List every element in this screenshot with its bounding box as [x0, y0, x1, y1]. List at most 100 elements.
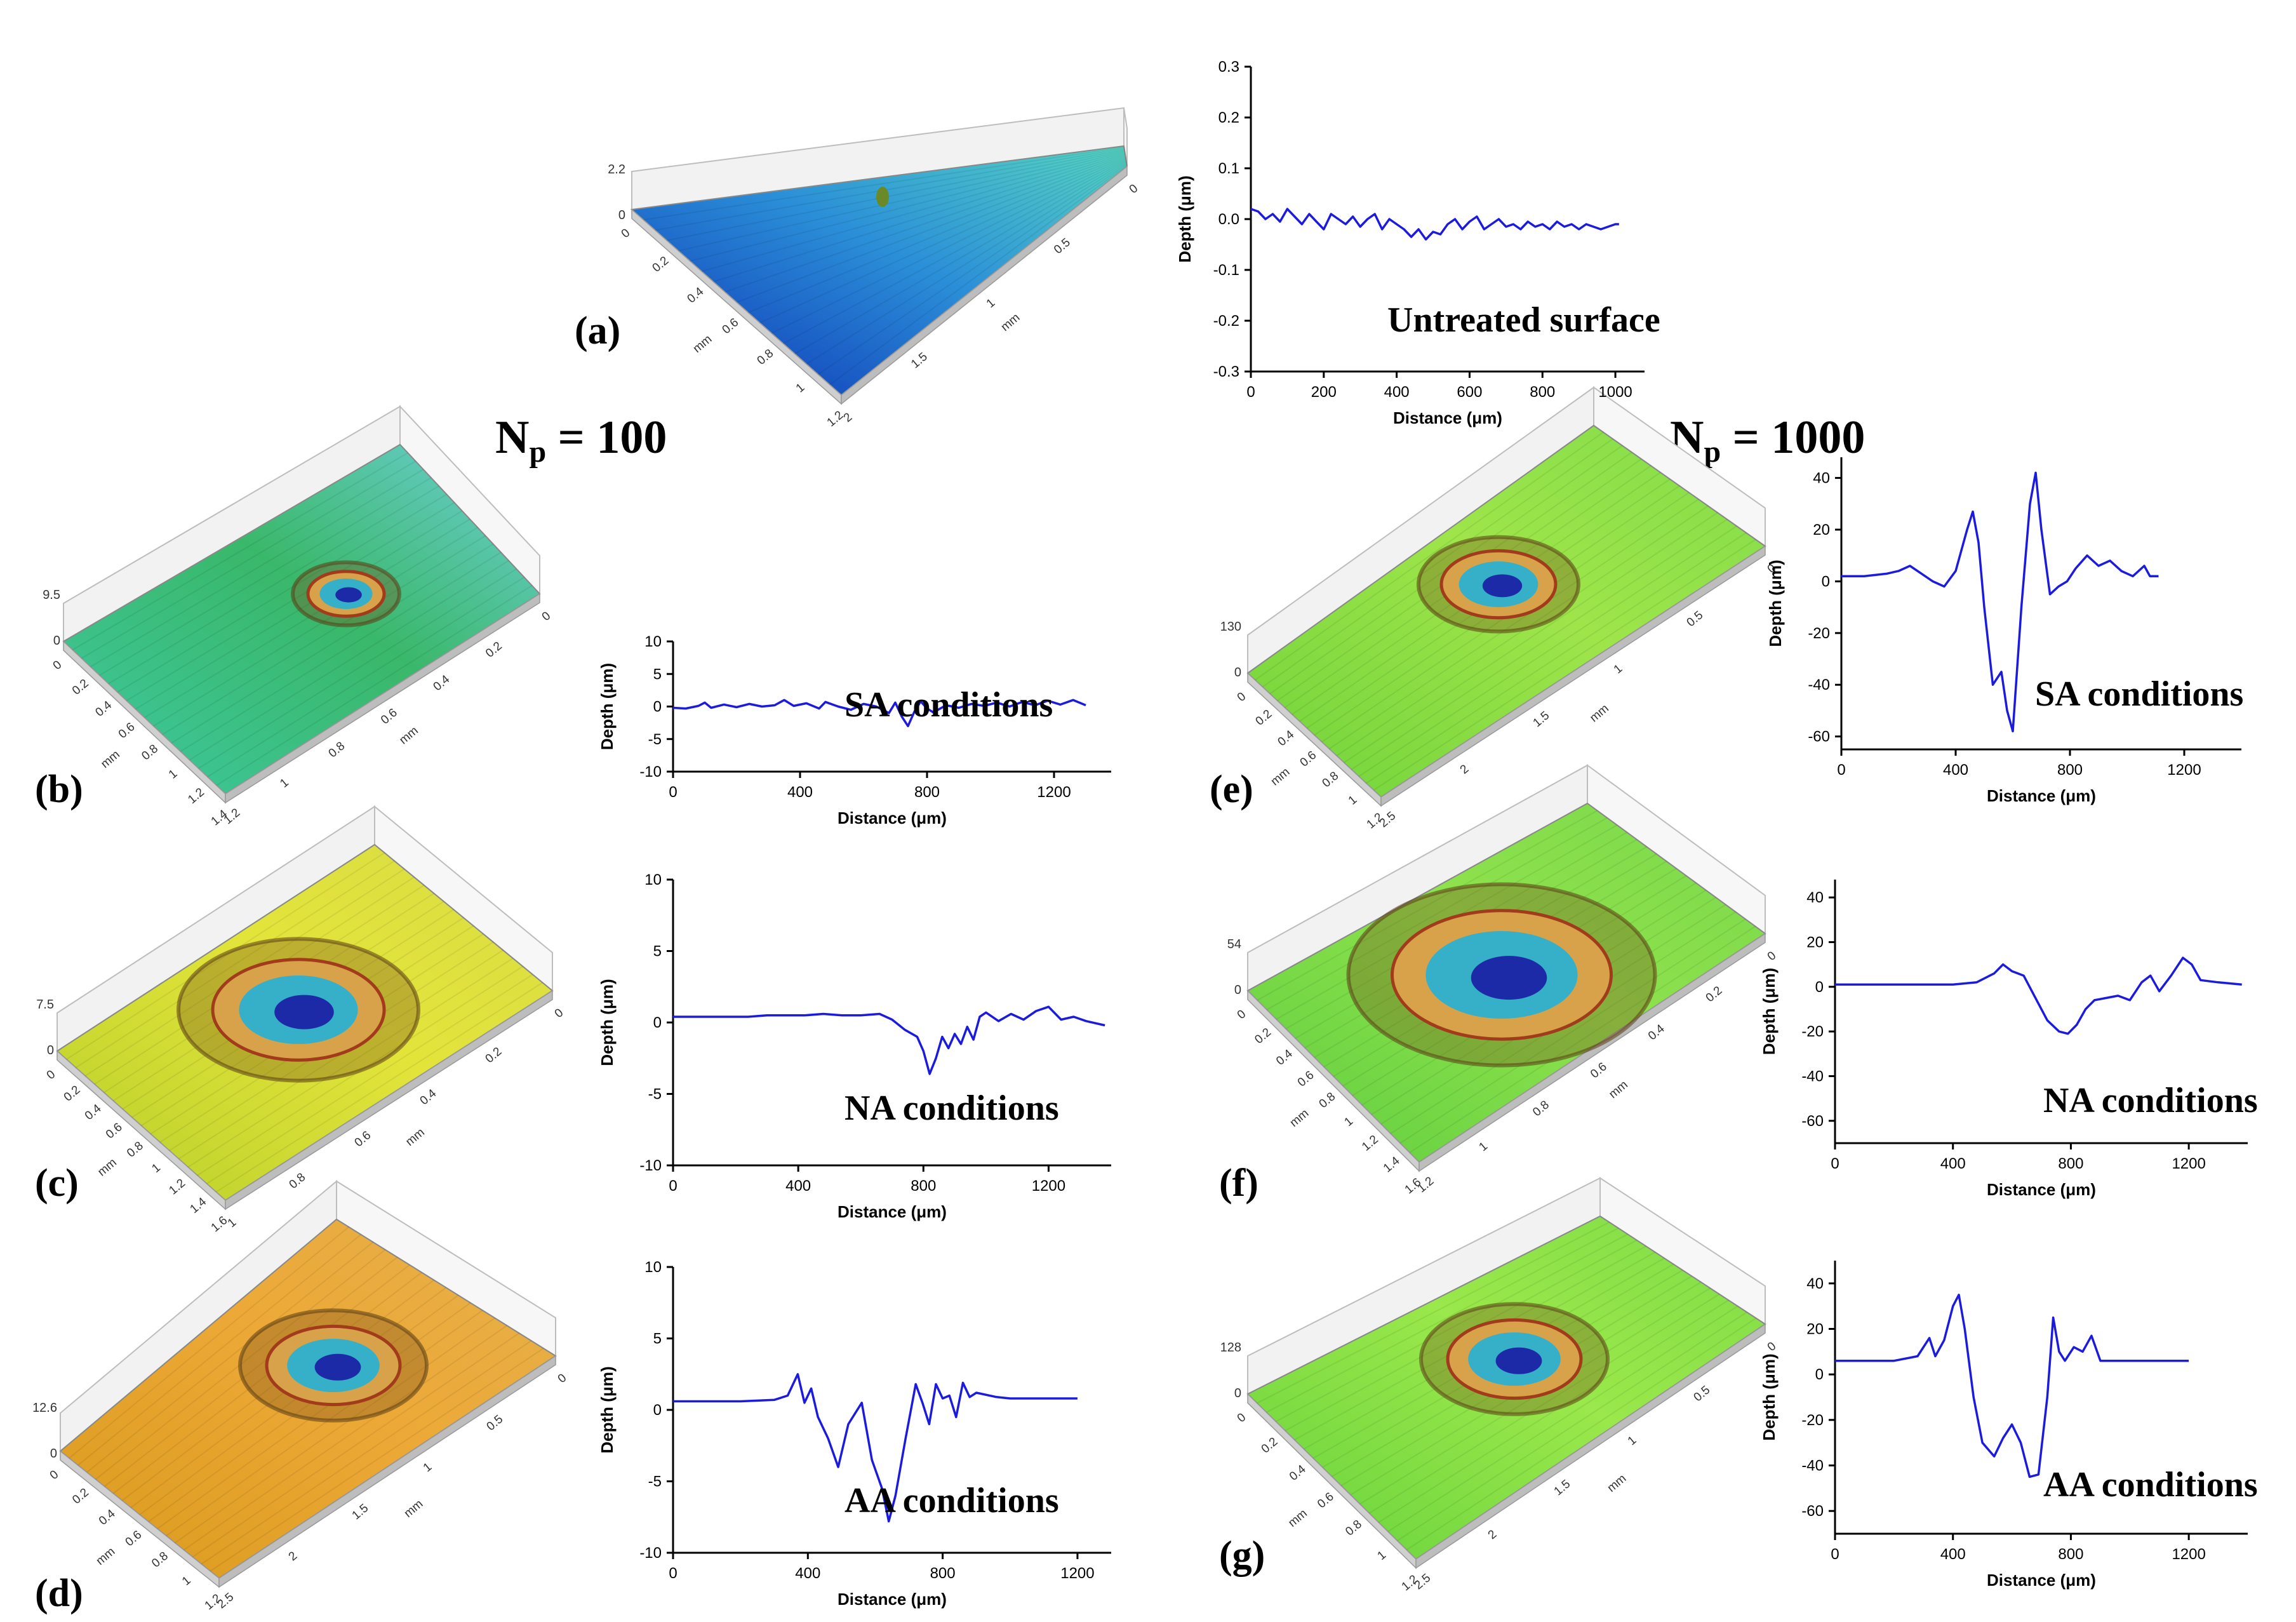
x-tick-label-b: 800 [914, 784, 940, 801]
y-tick-label-d: -5 [648, 1473, 662, 1491]
crater-bottom-e [1482, 574, 1523, 598]
surface-streak-g [1257, 1221, 1610, 1404]
x-axis-label-b: Distance (μm) [838, 808, 947, 828]
surface-streak-a [690, 151, 1125, 262]
chart-title-a: Untreated surface [1387, 300, 1660, 340]
depth-series-line-e [1841, 471, 2159, 733]
z-axis-zero-label-f: 0 [1234, 983, 1241, 997]
y-tick-label-b: -10 [639, 763, 662, 781]
depth-series-line-b [672, 699, 1086, 728]
crater-bottom-d [314, 1353, 361, 1381]
y-tick-label-f: -40 [1801, 1068, 1824, 1085]
np-100-symbol: N [495, 412, 530, 464]
surface-streak-f [1409, 925, 1756, 1153]
z-axis-zero-label-d: 0 [50, 1447, 57, 1461]
x-axis-label-f: Distance (μm) [1987, 1180, 2096, 1199]
x-tick-label-g: 400 [1940, 1546, 1966, 1563]
surface-streak-b [117, 493, 447, 693]
surface-right-edge-c [225, 989, 553, 1210]
x-tick-label-a: 800 [1530, 384, 1555, 401]
x-tick-label-a: 400 [1384, 384, 1410, 401]
x-tick-label-c: 1200 [1032, 1177, 1065, 1195]
surface-streak-f [1266, 817, 1608, 1010]
surface-streak-g [1378, 1299, 1729, 1524]
surface-streak-b [197, 568, 517, 769]
z-axis-top-label-g: 128 [1220, 1341, 1241, 1355]
y-tick-label-a: -0.3 [1213, 363, 1239, 380]
surface-streak-c [215, 982, 543, 1193]
np-100-subscript: p [529, 435, 547, 469]
y-axis-label-e: Depth (μm) [1766, 560, 1785, 647]
chart-title-f: NA conditions [2043, 1081, 2258, 1120]
surface-streak-b [90, 469, 424, 667]
chart-title-d: AA conditions [844, 1481, 1059, 1520]
surface-streak-d [166, 1310, 483, 1537]
surface-streak-d [121, 1271, 422, 1501]
np-1000-header: Np = 1000 [1670, 414, 1865, 467]
y-axis-label-d: Depth (μm) [597, 1366, 617, 1453]
z-axis-top-label-d: 12.6 [32, 1401, 57, 1415]
surface-right-edge-g [1415, 1323, 1766, 1569]
y-axis-label-g: Depth (μm) [1759, 1353, 1779, 1440]
y-tick-label-c: -10 [639, 1157, 662, 1174]
surface-streak-a [713, 153, 1126, 283]
x-tick-label-c: 800 [911, 1177, 936, 1195]
y-tick-label-c: 10 [644, 871, 662, 888]
surface-streak-a [655, 147, 1125, 231]
crater-bottom-b [335, 587, 362, 603]
surface-streak-g [1397, 1311, 1747, 1541]
surface-streak-e [1366, 532, 1747, 784]
x-tick-label-e: 400 [1943, 761, 1968, 779]
y-tick-label-b: 5 [653, 666, 662, 683]
surface-streak-b [189, 560, 509, 761]
x-tick-label-d: 400 [795, 1565, 820, 1582]
y-tick-label-e: 0 [1822, 573, 1830, 590]
surface-streak-a [829, 164, 1128, 385]
surface-streak-b [81, 460, 416, 659]
surface-streak-d [103, 1256, 398, 1487]
x-tick-label-a: 600 [1457, 384, 1482, 401]
surface-streak-b [99, 477, 432, 676]
y-tick-label-c: 5 [653, 943, 662, 960]
surface-streak-d [201, 1340, 532, 1565]
surface-streak-c [187, 958, 514, 1168]
surface-streak-a [747, 156, 1126, 314]
surface-streak-b [180, 551, 502, 753]
surface-streak-b [162, 535, 486, 735]
y-tick-label-a: 0.2 [1218, 109, 1239, 126]
surface-streak-b [207, 577, 525, 778]
y-axis-label-b: Depth (μm) [597, 663, 617, 750]
x-tick-label-c: 0 [669, 1177, 677, 1195]
x-tick-label-a: 1000 [1598, 384, 1632, 401]
surface-streak-d [69, 1226, 349, 1459]
surface-streak-a [817, 163, 1128, 375]
y-tick-label-e: 40 [1813, 470, 1830, 487]
y-tick-label-f: 20 [1806, 934, 1824, 951]
surface-right-edge-b [225, 593, 540, 804]
z-axis-zero-label-e: 0 [1234, 666, 1241, 680]
surface-streak-f [1257, 810, 1598, 1001]
y-tick-label-b: -5 [648, 731, 662, 748]
z-axis-zero-label-c: 0 [47, 1043, 54, 1057]
x-tick-label-b: 1200 [1037, 784, 1071, 801]
panel-label-a: (a) [575, 309, 621, 352]
surface-streak-b [171, 543, 494, 744]
chart-title-b: SA conditions [844, 685, 1053, 725]
y-tick-label-a: 0.0 [1218, 211, 1239, 228]
y-tick-label-a: -0.1 [1213, 262, 1239, 279]
panel-label-g: (g) [1219, 1534, 1265, 1577]
y-tick-label-c: 0 [653, 1014, 662, 1031]
surface-right-edge-a [841, 165, 1128, 405]
surface-right-edge-e [1380, 545, 1766, 807]
surface-streak-g [1265, 1228, 1619, 1413]
y-tick-label-e: -40 [1808, 676, 1830, 694]
panel-label-d: (d) [35, 1572, 83, 1615]
